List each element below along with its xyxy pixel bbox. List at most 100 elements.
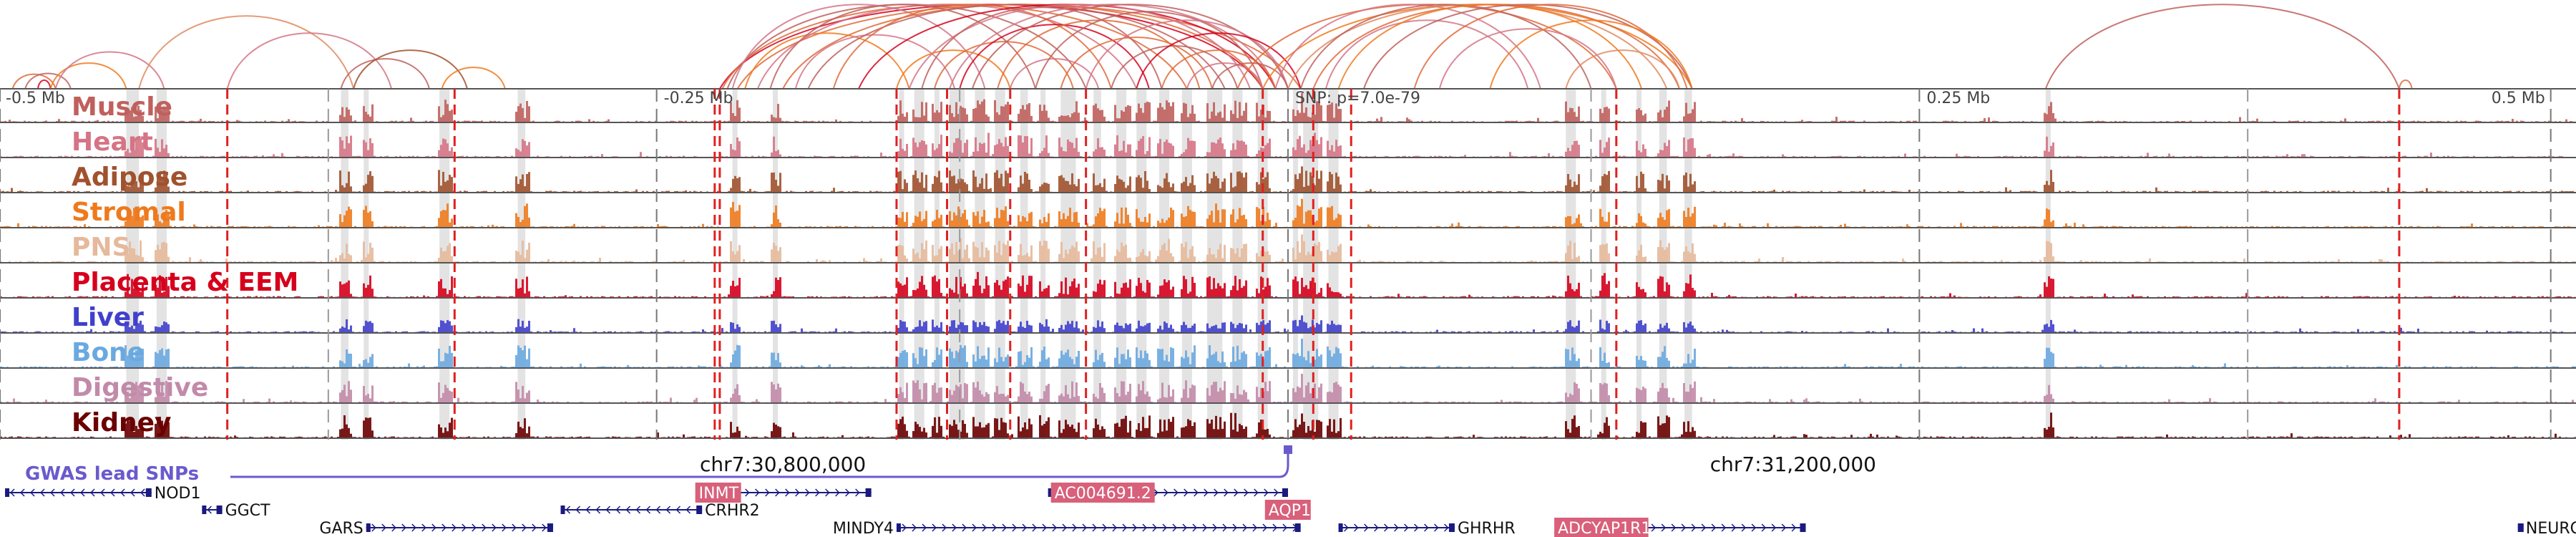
- track-label-9: Kidney: [72, 408, 172, 437]
- arc-40: [1236, 4, 1617, 90]
- arc-42: [1274, 4, 1541, 90]
- arc-45: [1312, 4, 1680, 90]
- track-signal-5: [0, 271, 2576, 298]
- arc-54: [2398, 79, 2413, 90]
- arc-49: [1413, 4, 1688, 90]
- arc-2: [36, 79, 52, 90]
- gene-exon-start: [1338, 523, 1343, 532]
- arc-39: [1211, 62, 1289, 90]
- gene-exon-end: [1282, 488, 1288, 497]
- track-label-1: Heart: [72, 127, 153, 157]
- top-tick-label-1: -0.25 Mb: [664, 90, 733, 107]
- track-labels: Muscle Heart Adipose Stromal PNS Placenta & E…: [72, 92, 298, 437]
- grey-region-18: [1116, 89, 1127, 440]
- accessibility-tracks: [0, 88, 2576, 439]
- top-tick-label-4: 0.5 Mb: [2492, 90, 2545, 107]
- gene-label: AC004691.2: [1055, 485, 1151, 503]
- gwas-lead-snps: GWAS lead SNPs: [25, 445, 1292, 485]
- grey-region-14: [1020, 89, 1028, 440]
- gene-nod1: NOD1: [5, 485, 200, 503]
- gwas-connector: [230, 450, 1289, 478]
- gene-label: CRHR2: [705, 502, 759, 520]
- coord-label-1: chr7:31,200,000: [1710, 453, 1876, 476]
- grey-region-2: [341, 89, 349, 440]
- top-tick-label-0: -0.5 Mb: [6, 90, 65, 107]
- track-label-5: Placenta & EEM: [72, 268, 298, 297]
- arc-3: [49, 62, 127, 90]
- gene-exon-start: [896, 523, 901, 532]
- arc-4: [54, 51, 165, 90]
- grey-region-10: [934, 89, 940, 440]
- gene-label: ADCYAP1R1: [1558, 520, 1651, 537]
- gene-label-bg: [1050, 483, 1155, 503]
- arc-48: [1362, 4, 1693, 90]
- arc-44: [1299, 4, 1592, 90]
- arc-21: [832, 4, 1112, 90]
- arc-29: [971, 4, 1289, 90]
- arc-51: [1489, 19, 1693, 90]
- arc-36: [1136, 32, 1302, 90]
- gene-exon-end: [1800, 523, 1806, 532]
- arc-23: [895, 49, 1011, 90]
- arc-50: [1438, 28, 1617, 90]
- grey-region-5: [517, 89, 526, 440]
- gene-exon-start: [366, 523, 371, 532]
- track-label-2: Adipose: [72, 163, 187, 192]
- arc-33: [1060, 37, 1214, 90]
- gene-aqp1: AQP1: [1264, 500, 1311, 520]
- gene-adcyap1r1: ADCYAP1R1: [1554, 518, 1806, 537]
- grey-region-17: [1093, 89, 1101, 440]
- grey-region-21: [1181, 89, 1192, 440]
- gene-exon-end: [547, 523, 553, 532]
- track-signal-2: [0, 166, 2576, 193]
- grey-region-7: [773, 89, 779, 440]
- grey-region-15: [1040, 89, 1046, 440]
- gene-strand-arrows: [371, 523, 547, 532]
- gene-exon-end: [1448, 523, 1455, 532]
- gene-strand-arrows: [9, 488, 145, 497]
- grey-region-8: [899, 89, 904, 440]
- track-label-8: Digestive: [72, 373, 208, 402]
- gene-label: NOD1: [155, 485, 201, 503]
- gene-exon-end: [145, 488, 152, 497]
- gene-strand-arrows: [902, 523, 1298, 532]
- grey-region-33: [2045, 89, 2051, 440]
- coord-label-0: chr7:30,800,000: [700, 453, 866, 476]
- track-signal-8: [0, 374, 2576, 403]
- gene-exon-end: [2517, 523, 2524, 532]
- arc-9: [441, 67, 506, 90]
- grey-region-6: [732, 89, 738, 440]
- chromatin-loop-arcs: [11, 4, 2413, 90]
- arc-38: [1186, 62, 1264, 90]
- gene-strand-arrows: [565, 505, 701, 514]
- arc-25: [921, 6, 1163, 90]
- gene-exon-end: [865, 488, 872, 497]
- gene-label: GGCT: [225, 502, 270, 520]
- track-label-0: Muscle: [72, 92, 172, 122]
- gene-exon-end: [216, 505, 223, 514]
- gene-label: INMT: [699, 485, 739, 503]
- arc-37: [1161, 49, 1277, 90]
- arc-17: [769, 4, 1037, 90]
- arc-13: [731, 4, 986, 90]
- gene-exon-end: [1294, 523, 1301, 532]
- arc-5: [138, 15, 355, 90]
- gene-gars: GARS: [319, 520, 553, 537]
- track-label-3: Stromal: [72, 198, 186, 227]
- arc-16: [756, 4, 1138, 90]
- gene-label: GARS: [319, 520, 363, 537]
- track-label-7: Bone: [72, 338, 145, 367]
- gene-ghrhr: GHRHR: [1338, 520, 1516, 537]
- gene-crhr2: CRHR2: [560, 502, 760, 520]
- grey-region-22: [1207, 89, 1223, 440]
- arc-6: [226, 32, 393, 90]
- gene-exon-start: [560, 505, 565, 514]
- gene-ggct: GGCT: [202, 502, 270, 520]
- gene-label: GHRHR: [1458, 520, 1516, 537]
- track-label-4: PNS: [72, 233, 130, 262]
- gene-ac004691-2: AC004691.2: [1048, 483, 1288, 503]
- top-tick-label-3: 0.25 Mb: [1926, 90, 1990, 107]
- arc-24: [908, 4, 1251, 90]
